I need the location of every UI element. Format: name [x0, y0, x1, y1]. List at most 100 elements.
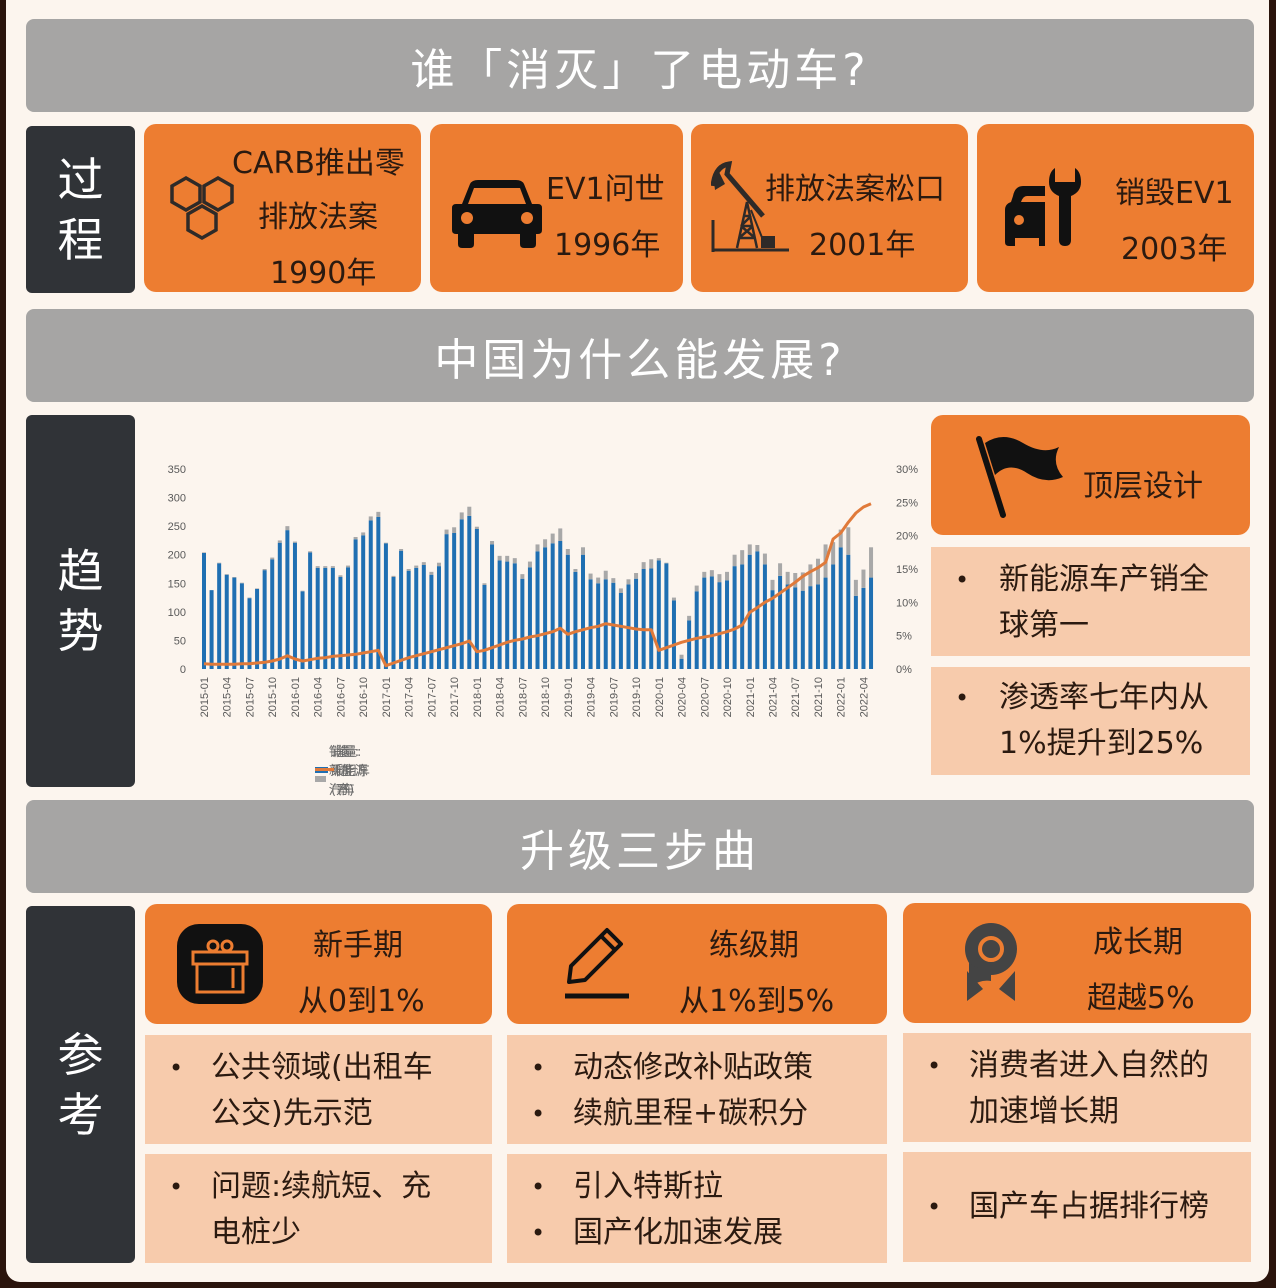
bullet-item: 动态修改补贴政策	[507, 1045, 887, 1091]
bar-ice	[679, 658, 684, 669]
bar-nev	[300, 590, 305, 592]
bar-nev	[747, 544, 752, 555]
bar-nev	[588, 573, 593, 580]
penetration-line	[203, 502, 872, 668]
card-year: 2003年	[1121, 232, 1228, 267]
bar-ice	[202, 553, 206, 669]
bar-nev	[308, 551, 313, 553]
bar-ice	[641, 569, 646, 669]
bar-nev	[626, 579, 631, 585]
bar-nev	[315, 566, 320, 568]
bullet-text: 续航里程+碳积分	[573, 1096, 809, 1131]
bar-ice	[823, 577, 828, 669]
bar-ice	[709, 576, 714, 669]
bar-ice	[497, 560, 502, 669]
bar-nev	[338, 575, 343, 577]
bar-nev	[725, 571, 730, 581]
banner-three-steps: 升级三步曲	[26, 800, 1254, 893]
bullet-item: 国产化加速发展	[507, 1210, 887, 1256]
bar-nev	[368, 516, 373, 521]
x-tick-label: 2021-04	[768, 677, 780, 717]
bar-nev	[618, 588, 623, 593]
card-subtitle: 排放法案	[258, 200, 378, 235]
timeline-card-loosen: 排放法案松口 2001年	[691, 124, 968, 292]
stage-title: 成长期	[1093, 925, 1183, 960]
bar-ice	[391, 577, 396, 669]
bar-nev	[869, 547, 874, 578]
bar-ice	[414, 567, 419, 669]
side-label-trend: 趋 势	[26, 415, 135, 787]
bar-ice	[300, 591, 305, 669]
bar-ice	[376, 517, 381, 669]
bar-nev	[346, 565, 351, 568]
bar-nev	[679, 654, 684, 659]
point-box-penetration: 渗透率七年内从 1%提升到25%	[931, 667, 1250, 775]
bar-nev	[762, 553, 767, 565]
bar-nev	[671, 597, 676, 601]
bar-nev	[573, 569, 578, 572]
bar-nev	[694, 585, 699, 592]
banner-title: 中国为什么能发展?	[434, 334, 846, 386]
bar-ice	[444, 534, 449, 669]
bar-nev	[778, 563, 783, 576]
stage-card-leveling: 练级期 从1%到5%	[507, 904, 887, 1024]
bar-ice	[808, 586, 813, 669]
bar-ice	[543, 547, 548, 669]
bar-ice	[838, 547, 843, 669]
car-wrench-icon	[1005, 168, 1081, 246]
stage-box-leveling-1: 动态修改补贴政策 续航里程+碳积分	[507, 1035, 887, 1144]
y-tick-label: 50	[174, 635, 186, 647]
bar-ice	[581, 554, 585, 669]
x-tick-label: 2016-07	[335, 677, 347, 717]
bar-nev	[755, 545, 760, 552]
bar-ice	[270, 559, 275, 669]
bullet-item: 引入特斯拉	[507, 1164, 887, 1210]
bar-ice	[558, 541, 563, 669]
bar-nev	[429, 571, 434, 575]
bar-nev	[785, 571, 790, 585]
bar-nev	[239, 582, 244, 584]
bar-nev	[467, 506, 472, 516]
bar-nev	[490, 541, 495, 545]
bar-nev	[520, 574, 525, 579]
bullet-text: 问题:续航短、充	[211, 1169, 432, 1204]
bar-ice	[338, 577, 343, 669]
medal-icon	[965, 923, 1017, 1001]
bar-nev	[217, 562, 222, 564]
bar-nev	[383, 542, 388, 544]
bar-ice	[740, 564, 745, 669]
bar-ice	[649, 568, 654, 669]
stage-card-novice: 新手期 从0到1%	[145, 904, 492, 1024]
x-tick-label: 2020-07	[699, 677, 711, 717]
bar-ice	[846, 554, 851, 669]
bar-nev	[391, 575, 396, 577]
bar-ice	[292, 542, 297, 669]
bar-nev	[474, 526, 479, 529]
bar-ice	[421, 565, 426, 669]
bar-nev	[414, 565, 419, 568]
bar-ice	[406, 570, 411, 669]
bar-nev	[641, 562, 646, 569]
x-tick-label: 2017-07	[426, 677, 438, 717]
x-tick-label: 2015-07	[244, 677, 256, 717]
banner-title: 升级三步曲	[520, 825, 760, 877]
bar-ice	[869, 577, 874, 669]
bar-ice	[429, 574, 434, 669]
x-tick-label: 2021-07	[790, 677, 802, 717]
bullet-text: 公交)先示范	[211, 1096, 373, 1131]
x-tick-label: 2022-01	[836, 677, 848, 717]
x-tick-label: 2018-07	[517, 677, 529, 717]
timeline-card-ev1: EV1问世 1996年	[430, 124, 683, 292]
bar-ice	[436, 566, 441, 669]
bar-nev	[285, 526, 290, 531]
bar-ice	[861, 587, 866, 669]
pencil-icon	[565, 928, 629, 999]
bar-ice	[762, 564, 767, 669]
bar-nev	[330, 566, 335, 568]
x-tick-label: 2017-10	[449, 677, 461, 717]
y-tick-label: 150	[168, 578, 186, 590]
bar-ice	[217, 563, 222, 669]
bar-ice	[815, 584, 820, 669]
